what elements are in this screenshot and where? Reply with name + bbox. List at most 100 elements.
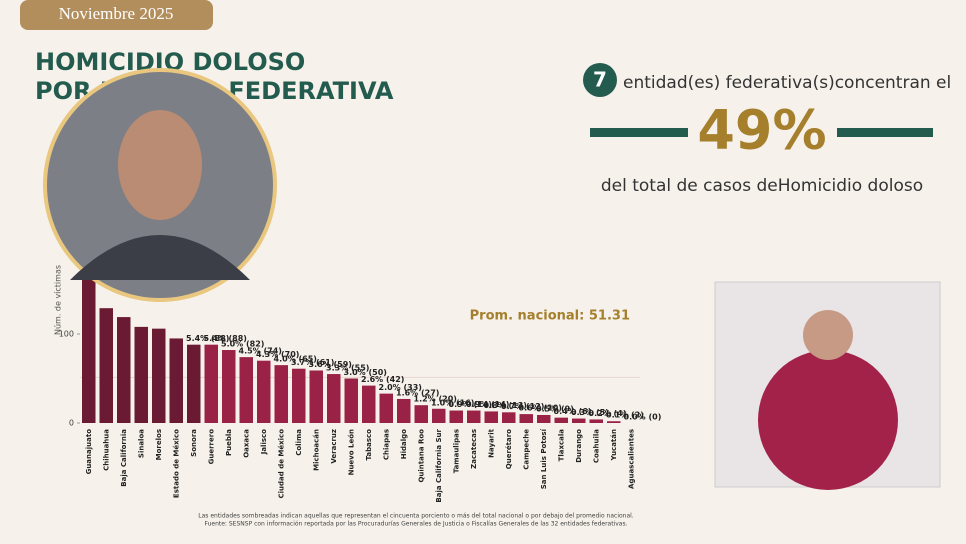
value-label: 3.7% (61) [291,358,334,367]
value-label: 1.6% (27) [396,388,439,397]
percent: 49% [697,99,826,162]
x-tick-label: Nuevo León [347,429,355,475]
count: 7 [593,68,607,92]
bar [204,344,218,423]
bar [344,378,358,423]
x-tick-label: Sinaloa [137,429,145,458]
x-tick-label: San Luis Potosí [540,428,548,489]
x-tick-label: Estado de México [172,429,180,498]
value-label: 0.4% (6) [554,407,592,416]
x-tick-label: Jalisco [260,429,268,455]
bar [397,398,411,423]
bar [257,360,271,423]
value-label: 4.5% (74) [239,347,282,356]
bar [502,412,516,423]
x-tick-label: Veracruz [330,429,338,464]
x-tick-label: Durango [575,429,583,463]
value-label: 3.0% (50) [344,368,387,377]
bar [169,338,183,423]
x-tick-label: Quintana Roo [417,429,425,483]
value-label: 0.9% (14) [449,400,492,409]
bar [484,411,498,423]
bar [432,408,446,423]
value-label: 5.0% (82) [221,340,264,349]
bar [292,368,306,423]
x-tick-label: Ciudad de México [277,429,285,499]
interpreter [758,350,898,490]
speaker-suit [70,235,250,280]
bar [449,410,463,423]
bar [572,418,586,423]
x-tick-label: Morelos [155,429,163,460]
value-label: 5.4% (88) [204,334,247,343]
bar [274,365,288,423]
bar [589,419,603,423]
y-tick-label: 100 [59,330,74,339]
rule [837,128,933,137]
x-tick-label: Tlaxcala [557,429,565,462]
x-tick-label: Aguascalientes [627,429,635,489]
value-label: 3.6% (59) [309,360,352,369]
x-tick-label: Querétaro [505,429,513,469]
speaker-face [118,110,202,220]
date: Noviembre 2025 [59,4,174,23]
count-badge [583,63,617,97]
x-tick-label: Sonora [190,429,198,457]
value-label: 0.3% (5) [571,408,609,417]
bar [134,326,148,423]
x-tick-label: Yucatán [610,429,618,461]
bar [362,385,376,423]
value-label: 4.3% (70) [256,350,299,359]
x-tick-label: Chihuahua [102,429,110,471]
value-label: 4.0% (65) [274,355,317,364]
y-axis-label: Núm. de víctimas [54,265,63,335]
value-label: 0.6% (10) [519,404,562,413]
bar [117,317,131,423]
plot: Núm. de víctimas 0 100 Prom. nacional: 51.3… [54,262,661,503]
value-label: 0.2% (4) [589,409,627,418]
x-tick-label: Tabasco [365,429,373,461]
x-tick-label: Nayarit [487,428,495,458]
bar [414,405,428,423]
x-tick-label: Oaxaca [242,429,250,458]
value-label: 0.7% (12) [501,402,544,411]
x-tick-label: Baja California [120,429,128,487]
bar [467,410,481,423]
value-label: 2.0% (33) [379,383,422,392]
rule [590,128,688,137]
bar [607,421,621,423]
bar [537,414,551,423]
date-badge [20,0,213,30]
x-tick-label: Campeche [522,429,530,470]
bar [152,328,166,423]
value-label: 2.6% (42) [361,375,404,384]
value-label: 0.8% (13) [484,401,527,410]
x-tick-label: Tamaulipas [452,429,460,473]
bar [239,357,253,423]
y-tick-label: 0 [69,419,74,428]
footnote: Las entidades sombreadas indican aquella… [198,513,634,520]
value-label: 1.0% (16) [431,398,474,407]
value-label: 1.2% (20) [414,395,457,404]
x-tick-label: Michoacán [312,429,320,471]
value-label: 0.1% (2) [606,411,644,420]
bar [82,262,96,423]
callout-text: entidad(es) federativa(s)concentran el [623,73,951,93]
x-tick-label: Guanajuato [85,429,93,475]
bar [187,344,201,423]
x-tick-label: Guerrero [207,429,215,465]
x-tick-label: Chiapas [382,429,390,460]
bar [99,308,113,423]
value-label: 3.3% (55) [326,364,369,373]
interpreter-head [803,310,853,360]
value-label: 0.5% (9) [536,404,574,413]
value-label: 5.4% (88) [186,334,229,343]
bar [327,374,341,423]
x-tick-label: Baja California Sur [435,428,443,502]
bar [519,414,533,423]
bar [222,350,236,423]
callout-subtext: del total de casos deHomicidio doloso [601,176,923,196]
bar [379,393,393,423]
x-tick-label: Hidalgo [400,429,408,459]
